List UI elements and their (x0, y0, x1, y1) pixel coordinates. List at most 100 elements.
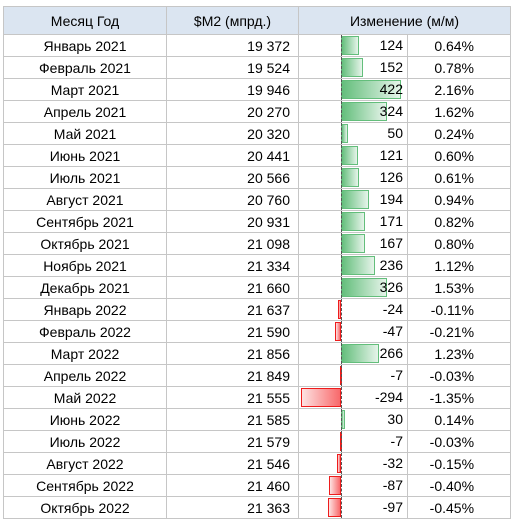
data-bar-axis (341, 277, 342, 298)
change-percent-cell[interactable]: -1.35% (406, 386, 512, 409)
m2-cell[interactable]: 21 856 (166, 342, 299, 365)
m2-cell[interactable]: 21 098 (166, 232, 299, 255)
change-cell[interactable]: 326 (298, 276, 408, 299)
change-cell[interactable]: -294 (298, 386, 408, 409)
change-cell[interactable]: -7 (298, 364, 408, 387)
change-percent-cell[interactable]: 1.12% (406, 254, 512, 277)
m2-cell[interactable]: 19 946 (166, 78, 299, 101)
change-value: -32 (382, 455, 403, 471)
table-row: Август 2021 20 760 194 0.94% (3, 188, 512, 211)
change-percent-cell[interactable]: 0.64% (406, 34, 512, 57)
change-cell[interactable]: -87 (298, 474, 408, 497)
month-cell[interactable]: Октябрь 2022 (3, 496, 167, 519)
m2-cell[interactable]: 20 320 (166, 122, 299, 145)
month-cell[interactable]: Ноябрь 2021 (3, 254, 167, 277)
change-cell[interactable]: 50 (298, 122, 408, 145)
month-cell[interactable]: Июнь 2021 (3, 144, 167, 167)
change-cell[interactable]: 167 (298, 232, 408, 255)
change-percent-cell[interactable]: 0.24% (406, 122, 512, 145)
month-cell[interactable]: Сентябрь 2022 (3, 474, 167, 497)
change-percent-cell[interactable]: 0.80% (406, 232, 512, 255)
month-cell[interactable]: Май 2022 (3, 386, 167, 409)
m2-cell[interactable]: 21 334 (166, 254, 299, 277)
month-cell[interactable]: Июль 2022 (3, 430, 167, 453)
m2-cell[interactable]: 21 849 (166, 364, 299, 387)
month-cell[interactable]: Апрель 2021 (3, 100, 167, 123)
change-percent-cell[interactable]: 0.14% (406, 408, 512, 431)
m2-cell[interactable]: 21 460 (166, 474, 299, 497)
m2-cell[interactable]: 21 555 (166, 386, 299, 409)
negative-data-bar (328, 498, 341, 517)
change-percent-cell[interactable]: 0.61% (406, 166, 512, 189)
change-cell[interactable]: -32 (298, 452, 408, 475)
change-cell[interactable]: 194 (298, 188, 408, 211)
month-cell[interactable]: Август 2021 (3, 188, 167, 211)
m2-cell[interactable]: 21 637 (166, 298, 299, 321)
month-cell[interactable]: Март 2022 (3, 342, 167, 365)
m2-cell[interactable]: 20 931 (166, 210, 299, 233)
change-percent-cell[interactable]: -0.03% (406, 364, 512, 387)
month-cell[interactable]: Февраль 2021 (3, 56, 167, 79)
change-percent-cell[interactable]: -0.45% (406, 496, 512, 519)
change-cell[interactable]: 324 (298, 100, 408, 123)
month-cell[interactable]: Октябрь 2021 (3, 232, 167, 255)
data-bar-axis (341, 299, 342, 320)
month-cell[interactable]: Январь 2022 (3, 298, 167, 321)
month-cell[interactable]: Июль 2021 (3, 166, 167, 189)
change-percent-cell[interactable]: 0.60% (406, 144, 512, 167)
change-header[interactable]: Изменение (м/м) (297, 6, 512, 35)
change-cell[interactable]: -47 (298, 320, 408, 343)
m2-header[interactable]: $M2 (мпрд.) (166, 6, 299, 35)
positive-data-bar (341, 212, 365, 231)
month-cell[interactable]: Сентябрь 2021 (3, 210, 167, 233)
data-bar-axis (341, 343, 342, 364)
month-header[interactable]: Месяц Год (3, 6, 167, 35)
m2-cell[interactable]: 19 372 (166, 34, 299, 57)
change-percent-cell[interactable]: 1.23% (406, 342, 512, 365)
m2-cell[interactable]: 21 585 (166, 408, 299, 431)
change-cell[interactable]: 171 (298, 210, 408, 233)
change-cell[interactable]: 422 (298, 78, 408, 101)
change-percent-cell[interactable]: -0.15% (406, 452, 512, 475)
change-cell[interactable]: 236 (298, 254, 408, 277)
month-cell[interactable]: Декабрь 2021 (3, 276, 167, 299)
data-bar-axis (341, 189, 342, 210)
month-cell[interactable]: Апрель 2022 (3, 364, 167, 387)
m2-cell[interactable]: 21 546 (166, 452, 299, 475)
data-bar-axis (341, 475, 342, 496)
change-percent-cell[interactable]: -0.03% (406, 430, 512, 453)
change-cell[interactable]: 152 (298, 56, 408, 79)
month-cell[interactable]: Февраль 2022 (3, 320, 167, 343)
m2-cell[interactable]: 21 660 (166, 276, 299, 299)
m2-cell[interactable]: 20 760 (166, 188, 299, 211)
m2-cell[interactable]: 20 270 (166, 100, 299, 123)
m2-cell[interactable]: 20 566 (166, 166, 299, 189)
m2-cell[interactable]: 19 524 (166, 56, 299, 79)
month-cell[interactable]: Май 2021 (3, 122, 167, 145)
change-percent-cell[interactable]: 1.62% (406, 100, 512, 123)
change-percent-cell[interactable]: 0.94% (406, 188, 512, 211)
change-cell[interactable]: -24 (298, 298, 408, 321)
change-cell[interactable]: 124 (298, 34, 408, 57)
change-percent-cell[interactable]: -0.11% (406, 298, 512, 321)
month-cell[interactable]: Август 2022 (3, 452, 167, 475)
m2-cell[interactable]: 20 441 (166, 144, 299, 167)
m2-cell[interactable]: 21 590 (166, 320, 299, 343)
change-cell[interactable]: -7 (298, 430, 408, 453)
change-percent-cell[interactable]: 1.53% (406, 276, 512, 299)
change-percent-cell[interactable]: 0.82% (406, 210, 512, 233)
month-cell[interactable]: Январь 2021 (3, 34, 167, 57)
month-cell[interactable]: Март 2021 (3, 78, 167, 101)
change-percent-cell[interactable]: 2.16% (406, 78, 512, 101)
change-cell[interactable]: 126 (298, 166, 408, 189)
change-percent-cell[interactable]: -0.21% (406, 320, 512, 343)
change-percent-cell[interactable]: 0.78% (406, 56, 512, 79)
m2-cell[interactable]: 21 579 (166, 430, 299, 453)
month-cell[interactable]: Июнь 2022 (3, 408, 167, 431)
change-cell[interactable]: 30 (298, 408, 408, 431)
change-percent-cell[interactable]: -0.40% (406, 474, 512, 497)
change-cell[interactable]: 266 (298, 342, 408, 365)
change-cell[interactable]: -97 (298, 496, 408, 519)
change-cell[interactable]: 121 (298, 144, 408, 167)
m2-cell[interactable]: 21 363 (166, 496, 299, 519)
